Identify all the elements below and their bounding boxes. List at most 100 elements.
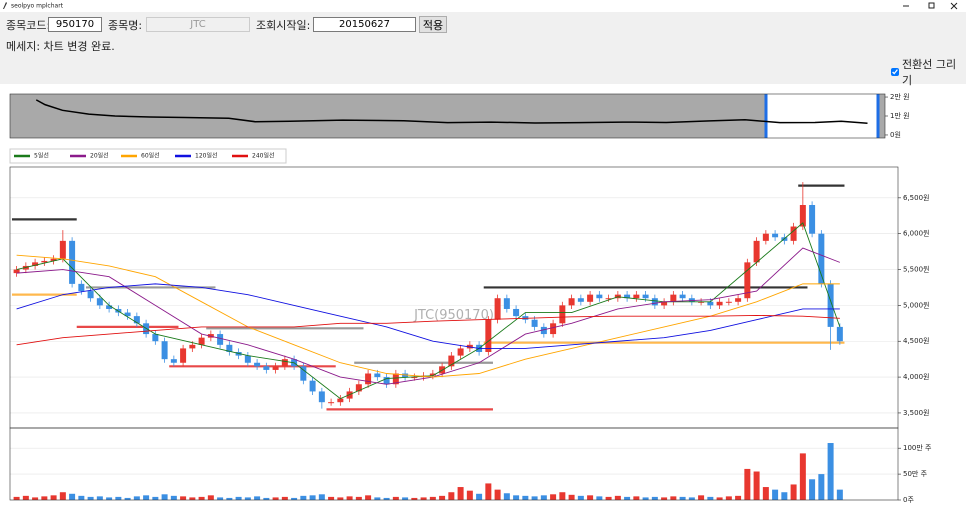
volume-bar [762, 487, 769, 500]
candle-body [707, 301, 714, 306]
candle-body [559, 305, 566, 324]
candle-body [531, 319, 538, 327]
volume-bar [781, 492, 788, 500]
app-icon [3, 2, 7, 9]
y-tick-label: 5,500원 [903, 265, 929, 274]
candle-body [550, 323, 557, 335]
selection-handle [764, 94, 768, 138]
candle-body [244, 355, 251, 363]
code-input[interactable] [48, 17, 102, 32]
candle-body [485, 319, 492, 352]
candle-body [513, 308, 520, 317]
legend-label: 5일선 [34, 152, 49, 160]
candle-body [624, 294, 631, 299]
volume-bar [688, 497, 695, 500]
candle-body [836, 326, 843, 342]
volume-bar [217, 497, 224, 500]
candle-body [587, 294, 594, 302]
title-bar [0, 0, 966, 12]
checkbox-label: 전환선 그리기 [902, 58, 957, 87]
candle-body [503, 298, 510, 309]
overview-frame [9, 93, 886, 139]
volume-bar [624, 496, 631, 500]
candle-body [96, 298, 103, 306]
volume-bar [235, 496, 242, 500]
volume-bar [587, 495, 594, 500]
candle-body [642, 294, 649, 299]
volume-bar [226, 497, 233, 500]
volume-bar [106, 497, 113, 500]
volume-bar [448, 492, 455, 500]
candle-body [698, 301, 705, 303]
candle-body [124, 312, 131, 317]
candle-body [753, 240, 760, 263]
y-tick-label: 4,500원 [903, 336, 929, 345]
checkbox[interactable] [891, 68, 899, 76]
moving-average-line [16, 314, 840, 346]
candle-body [281, 359, 288, 367]
candle-body [457, 348, 464, 356]
volume-bar [707, 496, 714, 500]
volume-bar [300, 495, 307, 500]
apply-button[interactable]: 적용 [419, 16, 447, 33]
y-tick-label: 6,500원 [903, 193, 929, 202]
volume-bar [374, 497, 381, 500]
legend-box [9, 148, 287, 164]
candle-body [226, 344, 233, 352]
volume-bar [87, 496, 94, 500]
candle-body [180, 348, 187, 363]
candle-body [272, 366, 279, 370]
volume-bar [503, 493, 510, 500]
volume-bar [355, 496, 362, 500]
watermark: JTC(950170) [413, 308, 494, 323]
message: 메세지: 차트 변경 완료. [6, 40, 115, 53]
candle-body [106, 305, 113, 309]
candle-body [189, 344, 196, 349]
volume-bar [633, 496, 640, 500]
volume-bar [679, 496, 686, 500]
maximize-button[interactable] [928, 2, 935, 9]
volume-bar [744, 468, 751, 500]
candle-body [772, 233, 779, 238]
candle-body [69, 240, 76, 284]
y-tick-label: 50만 주 [903, 469, 928, 478]
y-tick-label: 4,000원 [903, 372, 929, 381]
volume-bar [59, 492, 66, 500]
candle-body [198, 337, 205, 345]
volume-bar [420, 497, 427, 500]
candle-body [318, 391, 325, 403]
volume-bar [614, 495, 621, 500]
start-input[interactable] [313, 17, 416, 32]
candle-body [429, 373, 436, 376]
selection-handle [876, 94, 880, 138]
volume-bar [568, 494, 575, 500]
y-tick-label: 3,500원 [903, 408, 929, 417]
volume-bar [115, 496, 122, 500]
checkbox-row: 전환선 그리기 [891, 56, 966, 88]
volume-bar [180, 496, 187, 500]
candle-body [605, 298, 612, 300]
volume-bar [605, 496, 612, 500]
selection-window [766, 94, 878, 138]
volume-bar [559, 492, 566, 500]
volume-bar [198, 496, 205, 500]
volume-bar [735, 495, 742, 500]
y-tick-label: 1만 원 [890, 111, 910, 120]
volume-bar [263, 497, 270, 500]
candle-body [152, 334, 159, 342]
y-tick-label: 100만 주 [903, 443, 932, 452]
volume-bar [661, 497, 668, 500]
volume-bar [133, 496, 140, 500]
volume-bar [522, 495, 529, 500]
volume-bar [772, 489, 779, 500]
volume-bar [291, 497, 298, 500]
candle-body [735, 298, 742, 302]
volume-bar [651, 496, 658, 500]
legend-label: 60일선 [141, 152, 160, 160]
close-button[interactable] [950, 2, 958, 10]
candle-body [577, 298, 584, 302]
volume-bar [365, 495, 372, 500]
volume-frame [9, 427, 899, 501]
